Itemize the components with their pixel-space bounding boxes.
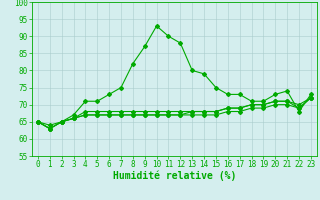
X-axis label: Humidité relative (%): Humidité relative (%) [113,171,236,181]
